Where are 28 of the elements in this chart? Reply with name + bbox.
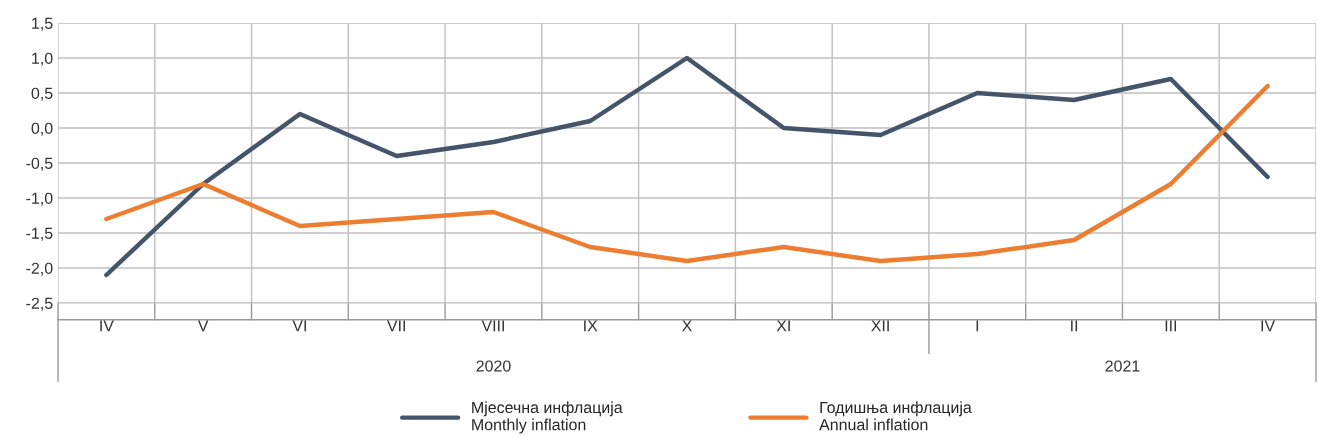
x-tick-label: VI	[292, 320, 306, 332]
y-tick-label: -1,0	[26, 192, 53, 206]
y-tick-label: 0,0	[31, 122, 53, 136]
x-tick-label: VIII	[481, 320, 504, 332]
legend-label: Годишња инфлација Annual inflation	[819, 401, 972, 431]
text: 2020	[476, 360, 511, 372]
x-tick-label: VII	[387, 320, 405, 332]
y-tick-label: -2,5	[26, 297, 53, 311]
line-series	[104, 83, 1270, 264]
x-tick-label: I	[976, 320, 979, 332]
x-tick-label: V	[197, 320, 209, 332]
y-tick-label: 1,0	[32, 52, 53, 66]
x-tick-label: X	[682, 320, 692, 332]
y-tick-label: 0,5	[31, 87, 53, 101]
x-tick-label: XII	[871, 320, 889, 332]
x-tick-label: XI	[776, 320, 790, 332]
x-tick-label: IX	[584, 320, 598, 332]
text: 2021	[1105, 360, 1140, 372]
y-tick-label: 1,5	[32, 17, 53, 31]
y-tick-label: -0,5	[26, 157, 53, 171]
x-tick-label: IV	[1261, 320, 1276, 332]
x-tick-label: II	[1071, 320, 1078, 332]
x-tick-label: III	[1165, 320, 1177, 332]
y-tick-label: -1,5	[26, 227, 53, 241]
line-series	[104, 55, 1270, 278]
y-tick-label: -2,0	[26, 262, 53, 276]
legend-label: Мјесечна инфлација Monthly inflation	[472, 401, 623, 434]
x-tick-label: IV	[100, 320, 114, 332]
